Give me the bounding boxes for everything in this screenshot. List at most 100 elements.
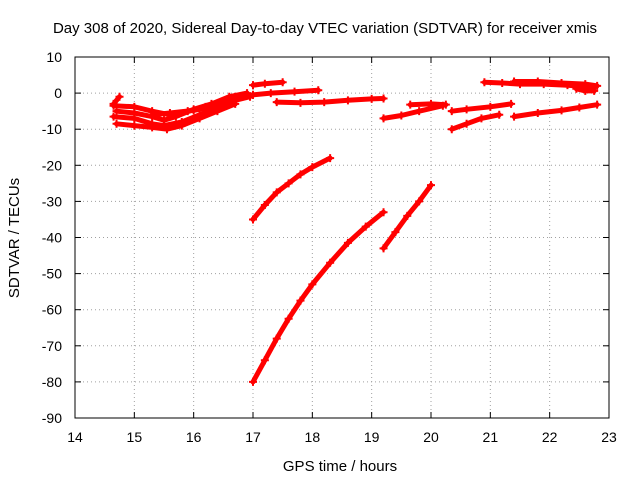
data-point	[379, 114, 388, 123]
x-tick-label: 19	[364, 429, 380, 445]
data-point	[278, 78, 287, 87]
data-point	[314, 86, 323, 95]
data-point	[148, 123, 157, 132]
data-point	[115, 92, 124, 101]
x-axis-title: GPS time / hours	[283, 458, 397, 475]
data-point	[272, 98, 281, 107]
y-tick-label: -30	[42, 193, 62, 209]
data-point	[343, 96, 352, 105]
data-point	[480, 78, 489, 87]
data-point	[249, 90, 257, 99]
data-series	[447, 110, 504, 134]
data-point	[533, 77, 542, 86]
data-point	[581, 80, 590, 89]
data-point	[162, 125, 171, 134]
data-point	[148, 110, 157, 119]
data-point	[260, 79, 269, 88]
series-trace	[381, 103, 446, 121]
data-point	[379, 244, 388, 253]
data-points	[109, 77, 602, 386]
data-point	[361, 222, 370, 231]
data-point	[590, 86, 599, 95]
y-tick-label: -40	[42, 230, 62, 246]
grid	[75, 57, 609, 418]
data-point	[249, 377, 257, 386]
axis-ticks	[74, 56, 610, 419]
data-point	[130, 114, 139, 123]
data-point	[326, 154, 335, 163]
data-point	[406, 100, 415, 109]
x-tick-label: 22	[542, 429, 558, 445]
data-point	[213, 101, 222, 110]
data-point	[326, 258, 335, 267]
data-series	[249, 208, 388, 386]
data-point	[495, 110, 504, 119]
x-tick-label: 15	[127, 429, 143, 445]
y-tick-label: -70	[42, 338, 62, 354]
data-point	[391, 228, 400, 237]
y-tick-labels: 10 0 -10 -20 -30 -40 -50 -60 -70 -80 -90	[42, 49, 62, 426]
x-tick-labels: 14 15 16 17 18 19 20 21 22 23	[67, 429, 617, 445]
data-point	[249, 81, 257, 90]
data-point	[296, 296, 305, 305]
data-series	[510, 100, 602, 121]
data-point	[189, 106, 198, 115]
chart-title: Day 308 of 2020, Sidereal Day-to-day VTE…	[53, 20, 597, 37]
x-tick-label: 21	[483, 429, 499, 445]
data-point	[379, 94, 388, 103]
series-trace	[250, 87, 321, 98]
y-tick-label: 0	[54, 85, 62, 101]
data-point	[572, 84, 581, 93]
data-series	[447, 99, 516, 116]
data-point	[379, 208, 388, 217]
series-trace	[449, 101, 514, 114]
data-point	[195, 114, 204, 123]
data-point	[284, 179, 293, 188]
data-point	[415, 107, 424, 116]
data-point	[441, 100, 450, 109]
data-point	[296, 98, 305, 107]
data-point	[507, 99, 516, 108]
data-series	[572, 84, 599, 95]
data-point	[447, 107, 456, 116]
x-tick-label: 16	[186, 429, 202, 445]
data-series	[272, 94, 388, 107]
data-point	[533, 108, 542, 117]
data-series	[148, 101, 222, 119]
series-trace	[449, 112, 502, 132]
x-tick-label: 17	[245, 429, 261, 445]
data-series	[249, 78, 287, 90]
data-point	[272, 188, 281, 197]
data-point	[266, 89, 275, 98]
data-point	[462, 119, 471, 128]
y-axis-title: SDTVAR / TECUs	[6, 178, 23, 298]
data-point	[557, 106, 566, 115]
data-point	[510, 77, 519, 86]
data-series	[379, 181, 435, 253]
y-tick-label: -20	[42, 157, 62, 173]
data-point	[290, 87, 299, 96]
data-point	[397, 111, 406, 120]
y-tick-label: -60	[42, 302, 62, 318]
data-point	[272, 334, 281, 343]
data-point	[486, 102, 495, 111]
data-point	[112, 107, 121, 116]
data-point	[510, 112, 519, 121]
data-series	[249, 154, 335, 224]
data-series	[406, 99, 450, 109]
data-point	[177, 121, 186, 130]
data-point	[581, 86, 590, 95]
data-point	[130, 121, 139, 130]
data-point	[296, 170, 305, 179]
x-tick-label: 20	[423, 429, 439, 445]
y-tick-label: -50	[42, 266, 62, 282]
data-series	[510, 77, 602, 90]
data-point	[260, 201, 269, 210]
y-tick-label: 10	[46, 49, 62, 65]
y-tick-label: -90	[42, 410, 62, 426]
y-tick-label: -10	[42, 121, 62, 137]
data-point	[575, 103, 584, 112]
data-point	[427, 99, 435, 108]
